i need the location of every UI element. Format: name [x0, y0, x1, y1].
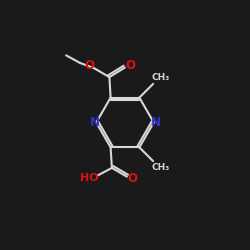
- Text: O: O: [127, 172, 137, 185]
- Text: CH₃: CH₃: [152, 73, 170, 82]
- Text: N: N: [90, 116, 100, 129]
- Text: O: O: [84, 59, 94, 72]
- Text: CH₃: CH₃: [152, 163, 170, 172]
- Text: N: N: [150, 116, 160, 129]
- Text: HO: HO: [80, 174, 98, 184]
- Text: O: O: [126, 58, 136, 71]
